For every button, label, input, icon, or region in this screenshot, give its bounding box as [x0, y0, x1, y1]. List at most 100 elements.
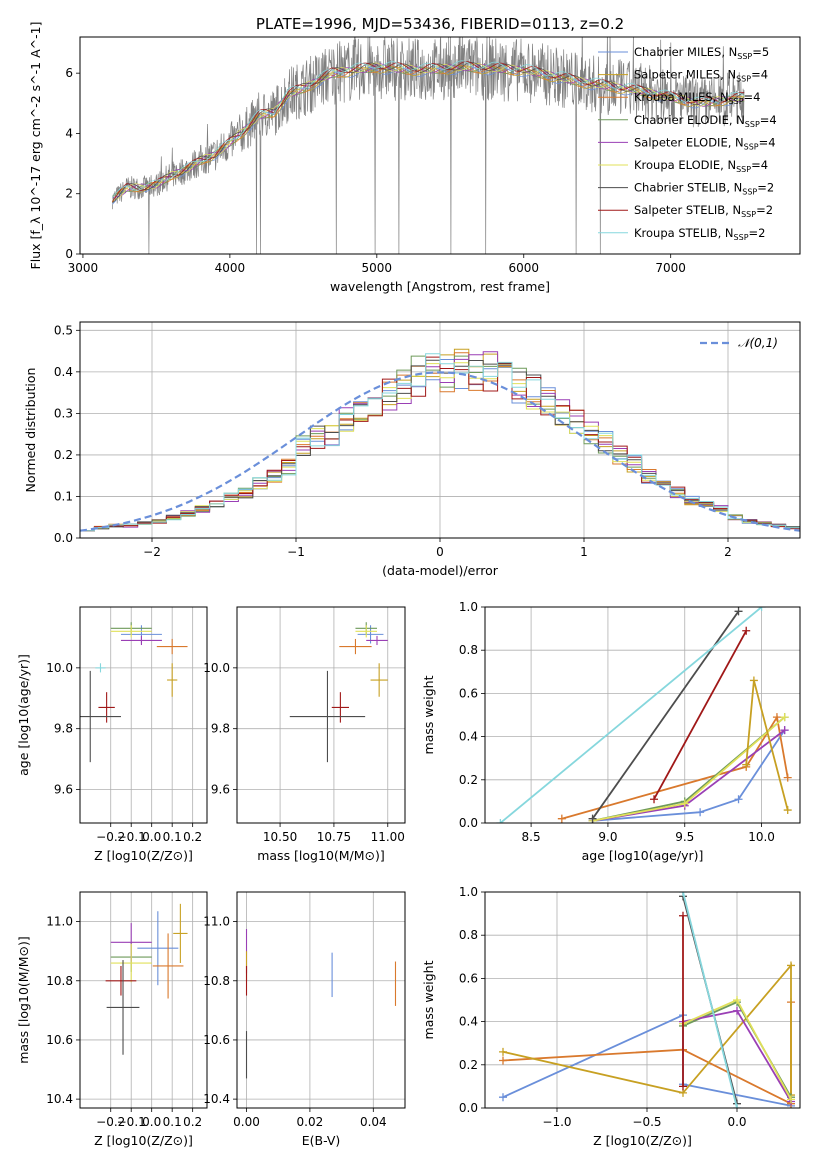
age_vs_Z-marks — [80, 622, 188, 763]
legend-nssp: =4 — [759, 135, 776, 149]
legend-nssp: =2 — [749, 226, 766, 240]
legend-entry: Salpeter STELIB, NSSP=2 — [634, 203, 773, 219]
y-tick-label: 9.6 — [211, 783, 230, 797]
legend-nssp: =4 — [751, 158, 768, 172]
x-tick-label: −0.1 — [117, 1115, 146, 1129]
legend-subscript: SSP — [741, 210, 756, 219]
spectrum-legend: Chabrier MILES, NSSP=5 Salpeter MILES, NS… — [598, 45, 777, 242]
legend-nssp: =4 — [751, 68, 768, 82]
y-tick-label: 0.0 — [459, 816, 478, 830]
y-tick-label: 10.0 — [203, 661, 230, 675]
x-tick-label: 6000 — [508, 261, 539, 275]
y-tick-label: 9.8 — [211, 722, 230, 736]
y-tick-label: 0.6 — [459, 686, 478, 700]
data-point — [749, 676, 758, 685]
y-tick-label: 0.4 — [54, 365, 73, 379]
data-point — [499, 1056, 507, 1065]
y-tick-label: 10.8 — [203, 974, 230, 988]
y-tick-label: 11.0 — [203, 915, 230, 929]
y-tick-label: 0.2 — [54, 448, 73, 462]
y-axis-label: mass weight — [421, 675, 436, 754]
axes-frame — [79, 321, 801, 539]
y-axis-label: mass weight — [421, 960, 436, 1039]
data-point — [650, 795, 659, 804]
x-tick-label: 3000 — [68, 261, 99, 275]
data-point — [499, 1047, 507, 1056]
data-point — [588, 814, 597, 823]
mass_vs_ebv-panel: 0.00 0.02 0.04 10.4 10.6 10.8 11.0 E(B-V) — [203, 891, 406, 1148]
y-tick-label: 9.6 — [54, 783, 73, 797]
x-axis-label: age [log10(age/yr)] — [582, 848, 704, 863]
data-point — [734, 795, 743, 804]
x-tick-label: 5000 — [362, 261, 393, 275]
age_vs_Z-panel: −0.2−0.10.0 0.1 0.2 9.6 9.8 10.0 Z [log10(Z/Z⊙… — [16, 606, 208, 863]
series-line-salpeter_elodie — [592, 729, 786, 822]
y-tick-label: 10.4 — [203, 1092, 230, 1106]
x-axis-label: mass [log10(M/M⊙)] — [257, 848, 385, 863]
series-line-chabrier_stelib — [591, 610, 740, 820]
y-tick-label: 0.4 — [459, 730, 478, 744]
x-tick-label: 0.00 — [233, 1115, 260, 1129]
y-tick-label: 0.8 — [459, 643, 478, 657]
y-tick-label: 0.0 — [459, 1101, 478, 1115]
axes-frame — [236, 606, 406, 824]
residuals-panel: −2 −1 0 1 2 0.0 0.1 0.2 0.3 0.4 0.5 (data-model)/er… — [23, 321, 801, 578]
y-tick-label: 0.4 — [459, 1015, 478, 1029]
gaussian-curve — [80, 371, 800, 532]
x-tick-label: −1.0 — [542, 1115, 571, 1129]
data-point — [734, 607, 743, 616]
x-tick-label: −2 — [143, 545, 161, 559]
y-tick-label: 10.6 — [203, 1033, 230, 1047]
age_vs_mass-panel: 10.50 10.75 11.00 9.6 9.8 10.0 mass [log10(M/M… — [203, 606, 406, 863]
y-axis-label: Normed distribution — [23, 368, 38, 493]
legend-entry: Kroupa STELIB, NSSP=2 — [634, 226, 765, 242]
data-point — [733, 1006, 741, 1015]
data-point — [783, 806, 792, 815]
y-tick-label: 0.6 — [459, 971, 478, 985]
legend-subscript: SSP — [729, 97, 744, 106]
legend-entry: Salpeter MILES, NSSP=4 — [634, 68, 768, 84]
data-point — [496, 819, 505, 823]
legend-subscript: SSP — [736, 75, 751, 84]
data-point — [757, 607, 766, 611]
data-point — [780, 713, 789, 722]
data-point — [733, 996, 741, 1004]
data-point — [772, 713, 781, 722]
mass_vs_Z-panel: −0.2−0.10.0 0.1 0.2 10.4 10.6 10.8 11.0 Z [log1… — [16, 891, 208, 1148]
x-axis-label: wavelength [Angstrom, rest frame] — [330, 279, 550, 294]
x-tick-label: 9.0 — [598, 830, 617, 844]
y-tick-label: 1.0 — [459, 885, 478, 899]
y-tick-label: 10.6 — [46, 1033, 73, 1047]
spectrum-marks — [111, 37, 745, 254]
y-tick-label: 1.0 — [459, 600, 478, 614]
legend-nssp: =2 — [756, 203, 773, 217]
model-line-salpeter_stelib — [111, 61, 745, 202]
x-tick-label: −1 — [287, 545, 305, 559]
x-tick-label: −0.1 — [117, 830, 146, 844]
spectrum-panel: 3000 4000 5000 6000 7000 0 2 4 6 wavelength [Angs… — [28, 22, 801, 294]
x-tick-label: 9.5 — [675, 830, 694, 844]
data-point — [680, 799, 689, 808]
legend-subscript: SSP — [736, 165, 751, 174]
series-line-kroupa_stelib — [682, 892, 738, 1108]
legend-subscript: SSP — [734, 233, 749, 242]
x-tick-label: 8.5 — [522, 830, 541, 844]
series-line-chabrier_miles — [592, 729, 786, 822]
mass_weight_vs_age-panel: 8.5 9.0 9.5 10.0 0.0 0.2 0.4 0.6 0.8 1.0 age [log1… — [421, 600, 801, 863]
x-tick-label: 2 — [724, 545, 732, 559]
data-spectrum-line — [111, 37, 745, 254]
mass_vs_Z-marks — [105, 903, 188, 1055]
x-tick-label: 0.04 — [360, 1115, 387, 1129]
legend-nssp: =5 — [752, 45, 769, 59]
y-tick-label: 10.8 — [46, 974, 73, 988]
x-tick-label: 10.0 — [748, 830, 775, 844]
x-tick-label: 0.1 — [163, 830, 182, 844]
data-point — [742, 626, 751, 635]
data-point — [499, 1093, 507, 1102]
legend-nssp: =4 — [760, 113, 777, 127]
x-tick-label: 0.0 — [142, 830, 161, 844]
data-point — [780, 726, 789, 735]
x-tick-label: 11.00 — [371, 830, 405, 844]
x-axis-label: Z [log10(Z/Z⊙)] — [94, 1133, 193, 1148]
